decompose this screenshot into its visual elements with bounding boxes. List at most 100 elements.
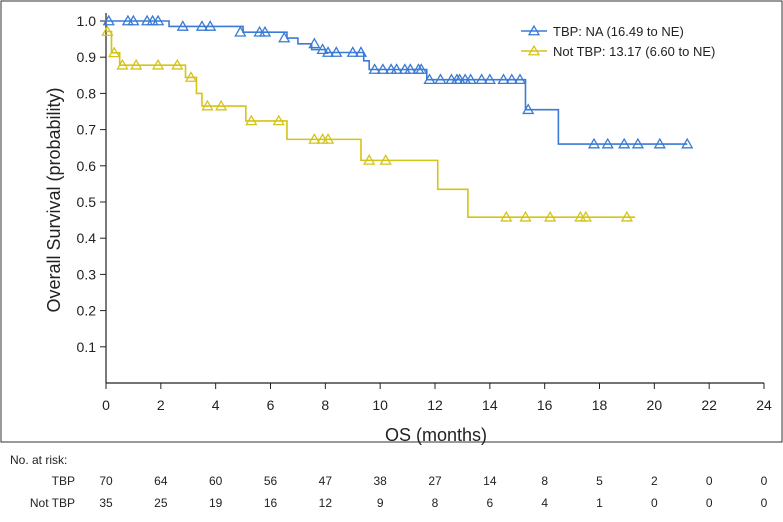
y-tick-label-6: 0.7 — [77, 122, 97, 138]
x-tick-label-16: 16 — [537, 397, 553, 413]
censor-mark-not-tbp-0 — [101, 25, 114, 36]
censor-mark-not-tbp-13 — [321, 133, 335, 144]
censor-mark-tbp-0 — [102, 14, 115, 26]
y-tick-label-8: 0.9 — [77, 49, 97, 65]
censor-mark-tbp-16 — [330, 46, 343, 57]
series-not-tbp — [101, 25, 636, 222]
risk-value-not-tbp-7: 6 — [486, 496, 493, 510]
censor-mark-tbp-12 — [278, 31, 291, 43]
censor-mark-tbp-27 — [423, 73, 436, 85]
risk-value-not-tbp-3: 16 — [264, 496, 278, 510]
censor-mark-tbp-26 — [415, 63, 428, 74]
censor-mark-tbp-14 — [316, 43, 329, 54]
risk-value-tbp-6: 27 — [428, 474, 442, 488]
x-tick-label-22: 22 — [701, 397, 717, 413]
y-tick-label-7: 0.8 — [77, 85, 97, 101]
censor-mark-not-tbp-9 — [245, 114, 258, 126]
censor-mark-not-tbp-21 — [620, 210, 634, 222]
censor-mark-tbp-39 — [522, 103, 535, 115]
censor-mark-tbp-8 — [204, 20, 217, 31]
censor-mark-tbp-41 — [601, 137, 614, 149]
censor-mark-not-tbp-2 — [116, 58, 129, 70]
risk-value-tbp-12: 0 — [761, 474, 768, 488]
censor-mark-not-tbp-14 — [363, 154, 376, 165]
censor-mark-not-tbp-16 — [500, 210, 513, 222]
x-tick-label-0: 0 — [102, 397, 110, 413]
risk-value-not-tbp-6: 8 — [432, 496, 439, 510]
risk-value-tbp-10: 2 — [651, 474, 658, 488]
censor-mark-tbp-13 — [308, 37, 321, 49]
legend-marker-not-tbp — [527, 44, 541, 56]
x-tick-label-12: 12 — [427, 397, 443, 413]
censor-mark-tbp-43 — [631, 137, 645, 149]
censor-mark-tbp-33 — [464, 73, 477, 85]
risk-table: No. at risk: TBP Not TBP 70 64 60 56 47 38 27 1… — [10, 453, 768, 510]
censor-mark-tbp-42 — [618, 137, 631, 149]
censor-mark-tbp-18 — [354, 46, 368, 57]
plot-frame — [0, 0, 783, 443]
censor-mark-tbp-28 — [434, 73, 447, 85]
censor-mark-tbp-37 — [505, 73, 518, 85]
y-tick-label-0: 0.1 — [77, 339, 97, 355]
x-tick-label-4: 4 — [212, 397, 220, 413]
x-tick-label-14: 14 — [482, 397, 498, 413]
censor-mark-not-tbp-8 — [215, 99, 228, 111]
risk-row-label-not-tbp: Not TBP — [30, 496, 75, 510]
x-axis-title: OS (months) — [385, 425, 487, 445]
x-tick-label-20: 20 — [647, 397, 663, 413]
series-tbp — [102, 14, 694, 149]
legend-marker-tbp — [527, 24, 541, 36]
censor-mark-tbp-44 — [653, 137, 666, 149]
risk-value-tbp-7: 14 — [483, 474, 497, 488]
y-tick-label-3: 0.4 — [77, 230, 97, 246]
risk-value-not-tbp-0: 35 — [99, 496, 113, 510]
censor-mark-not-tbp-11 — [308, 133, 321, 144]
risk-value-not-tbp-5: 9 — [377, 496, 384, 510]
censor-mark-tbp-20 — [376, 63, 390, 74]
censor-mark-tbp-35 — [483, 73, 496, 85]
censor-mark-not-tbp-7 — [201, 99, 214, 111]
risk-value-not-tbp-11: 0 — [706, 496, 713, 510]
censor-mark-not-tbp-20 — [579, 210, 592, 222]
censor-mark-tbp-22 — [390, 63, 403, 74]
survival-curve-tbp — [106, 20, 688, 145]
legend: TBP: NA (16.49 to NE) Not TBP: 13.17 (6.… — [521, 24, 715, 59]
risk-value-not-tbp-9: 1 — [596, 496, 603, 510]
survival-curve-not-tbp — [106, 30, 636, 219]
censor-mark-tbp-34 — [475, 73, 488, 85]
risk-value-not-tbp-2: 19 — [209, 496, 223, 510]
legend-label-tbp: TBP: NA (16.49 to NE) — [553, 24, 684, 39]
censor-mark-tbp-38 — [513, 73, 527, 85]
risk-value-tbp-3: 56 — [264, 474, 278, 488]
risk-value-tbp-8: 8 — [541, 474, 548, 488]
censor-mark-tbp-5 — [151, 14, 165, 26]
risk-value-not-tbp-8: 4 — [541, 496, 548, 510]
censor-mark-not-tbp-5 — [171, 58, 184, 70]
x-tick-label-10: 10 — [372, 397, 388, 413]
censor-mark-not-tbp-4 — [151, 58, 165, 70]
censor-mark-tbp-6 — [176, 20, 189, 31]
y-tick-label-4: 0.5 — [77, 194, 97, 210]
censor-mark-not-tbp-3 — [130, 58, 143, 70]
y-tick-label-9: 1.0 — [77, 13, 97, 29]
x-tick-label-18: 18 — [592, 397, 608, 413]
risk-row-label-tbp: TBP — [52, 474, 75, 488]
risk-value-tbp-2: 60 — [209, 474, 223, 488]
risk-value-tbp-1: 64 — [154, 474, 168, 488]
censor-mark-not-tbp-1 — [108, 46, 121, 58]
risk-value-not-tbp-1: 25 — [154, 496, 168, 510]
x-tick-label-6: 6 — [267, 397, 275, 413]
risk-value-tbp-9: 5 — [596, 474, 603, 488]
censor-mark-tbp-7 — [195, 20, 209, 31]
risk-value-tbp-11: 0 — [706, 474, 713, 488]
censor-mark-not-tbp-10 — [272, 114, 285, 126]
risk-value-tbp-0: 70 — [99, 474, 113, 488]
censor-mark-tbp-11 — [258, 25, 272, 37]
censor-mark-not-tbp-17 — [519, 210, 532, 222]
risk-table-header: No. at risk: — [10, 453, 67, 467]
censor-mark-not-tbp-18 — [544, 210, 557, 222]
risk-value-not-tbp-4: 12 — [319, 496, 333, 510]
risk-value-tbp-5: 38 — [373, 474, 387, 488]
censor-mark-not-tbp-6 — [184, 71, 198, 82]
